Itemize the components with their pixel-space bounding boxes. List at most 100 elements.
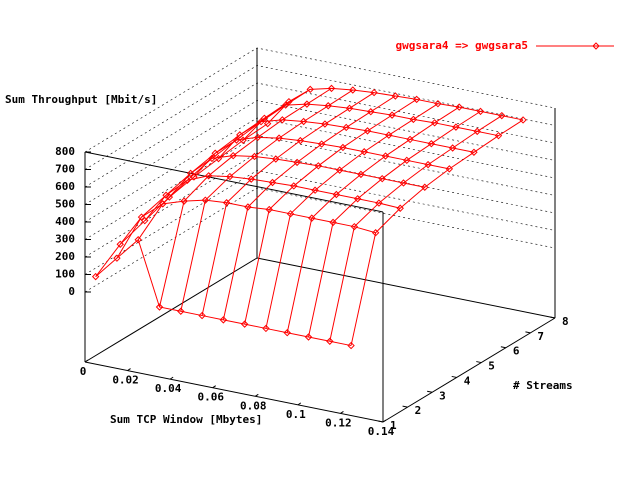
point-marker <box>381 152 390 160</box>
y-tick <box>525 331 531 334</box>
surface-column <box>308 110 481 338</box>
point-marker <box>222 199 231 207</box>
box-edge <box>256 257 556 319</box>
point-marker <box>290 182 298 190</box>
point-marker <box>367 108 375 116</box>
surface-column <box>286 106 460 333</box>
legend-marker <box>592 42 600 50</box>
point-marker <box>378 174 386 183</box>
point-marker <box>303 100 311 108</box>
x-tick <box>382 419 387 423</box>
point-marker <box>201 196 210 204</box>
point-marker <box>342 123 350 132</box>
point-marker <box>116 240 124 248</box>
box-edge <box>84 257 258 363</box>
point-marker <box>247 175 255 183</box>
point-marker <box>299 117 308 126</box>
point-marker <box>296 136 305 145</box>
point-marker <box>265 205 273 214</box>
z-tick-label: 200 <box>55 250 75 263</box>
point-marker <box>371 229 380 237</box>
point-marker <box>388 111 396 119</box>
surface-column <box>350 119 524 346</box>
point-marker <box>306 85 314 94</box>
grid-line <box>84 82 556 188</box>
point-marker <box>293 158 301 167</box>
point-marker <box>476 107 485 116</box>
point-marker <box>219 316 228 324</box>
y-tick-label: 1 <box>390 419 397 432</box>
point-marker <box>360 148 368 156</box>
point-marker <box>226 172 234 181</box>
point-marker <box>339 143 347 152</box>
point-marker <box>262 324 270 333</box>
grid-line <box>84 100 556 205</box>
point-marker <box>250 152 259 161</box>
y-tick-label: 6 <box>513 345 520 358</box>
surface-column <box>159 87 332 308</box>
surface-column <box>222 95 396 320</box>
point-marker <box>113 254 121 262</box>
point-marker <box>134 236 142 244</box>
legend-label: gwgsara4 => gwgsara5 <box>396 39 528 52</box>
point-marker <box>324 102 332 110</box>
point-marker <box>329 218 337 227</box>
x-tick-label: 0 <box>80 365 87 378</box>
y-tick-label: 4 <box>464 374 471 387</box>
surface-column <box>116 101 290 259</box>
point-marker <box>321 120 329 128</box>
z-tick-label: 500 <box>55 198 75 211</box>
grid-line <box>84 187 556 293</box>
point-marker <box>308 214 316 222</box>
point-marker <box>311 186 319 194</box>
point-marker <box>399 179 408 187</box>
point-marker <box>326 337 334 345</box>
point-marker <box>421 183 429 191</box>
point-marker <box>162 191 170 199</box>
y-tick-label: 3 <box>439 389 446 402</box>
x-tick-label: 0.06 <box>197 391 224 404</box>
point-marker <box>141 216 149 225</box>
point-marker <box>278 116 287 124</box>
y-tick <box>476 361 482 364</box>
point-marker <box>155 303 164 311</box>
y-tick <box>377 420 384 423</box>
point-marker <box>335 166 344 174</box>
box-edge <box>84 361 384 423</box>
point-marker <box>363 127 372 135</box>
y-tick-label: 5 <box>488 360 495 373</box>
surface-column <box>137 88 311 240</box>
point-marker <box>455 103 463 111</box>
x-tick-label: 0.14 <box>368 425 395 438</box>
point-marker <box>370 88 378 97</box>
surface-column <box>95 123 268 277</box>
point-marker <box>239 136 247 144</box>
surface-row <box>95 238 352 347</box>
y-tick-label: 2 <box>415 404 422 417</box>
point-marker <box>186 169 195 178</box>
point-marker <box>427 140 436 148</box>
point-marker <box>434 99 442 108</box>
x-axis-title: Sum TCP Window [Mbytes] <box>110 413 262 426</box>
grid-line <box>84 47 556 153</box>
point-marker <box>470 148 478 156</box>
x-tick <box>84 359 89 363</box>
point-marker <box>304 333 313 341</box>
point-marker <box>424 160 432 169</box>
y-tick-label: 7 <box>537 330 544 343</box>
point-marker <box>190 173 198 181</box>
point-marker <box>375 199 383 207</box>
point-marker <box>332 190 341 199</box>
point-marker <box>314 162 323 170</box>
z-tick-label: 400 <box>55 215 75 228</box>
grid-line <box>84 152 556 258</box>
point-marker <box>357 170 365 179</box>
point-marker <box>159 200 167 208</box>
point-marker <box>263 119 272 128</box>
x-tick-label: 0.02 <box>112 374 139 387</box>
point-marker <box>229 151 237 160</box>
point-marker <box>183 176 192 184</box>
point-marker <box>498 111 506 120</box>
grid-line <box>84 135 556 240</box>
